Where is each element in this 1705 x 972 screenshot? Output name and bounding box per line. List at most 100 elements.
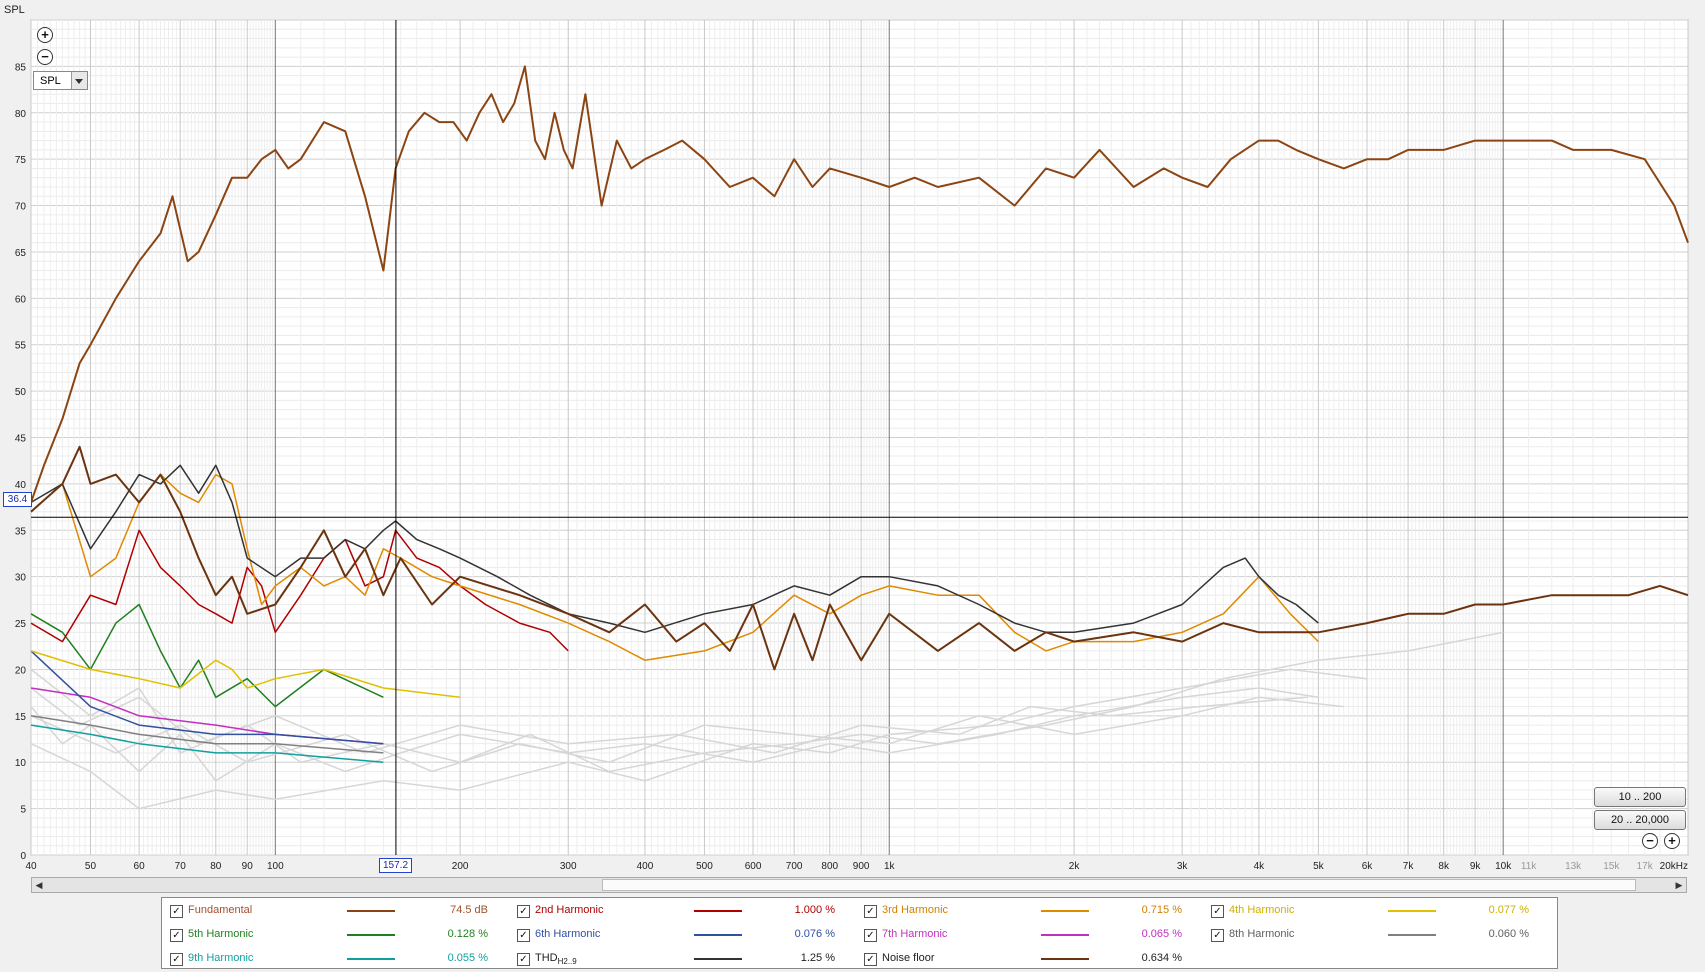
legend-value: 0.715 %	[1141, 904, 1182, 916]
y-tick-label: 55	[15, 341, 27, 352]
y-tick-label: 15	[15, 712, 27, 723]
legend-checkbox[interactable]: ✓	[1211, 929, 1224, 942]
legend-item: ✓ Noise floor 0.634 %	[864, 950, 1194, 970]
legend-name: THDH2..9	[535, 952, 577, 967]
legend-checkbox[interactable]: ✓	[517, 929, 530, 942]
y-tick-label: 70	[15, 202, 27, 213]
x-tick-label: 500	[696, 861, 713, 872]
x-tick-label: 10k	[1495, 861, 1512, 872]
y-tick-label: 80	[15, 109, 27, 120]
legend-item: ✓ 4th Harmonic 0.077 %	[1211, 902, 1541, 922]
legend-value: 74.5 dB	[450, 904, 488, 916]
legend-value: 0.634 %	[1141, 952, 1182, 964]
legend-checkbox[interactable]: ✓	[170, 905, 183, 918]
x-tick-label: 600	[745, 861, 762, 872]
x-tick-label: 400	[637, 861, 654, 872]
x-tick-label: 13k	[1565, 861, 1582, 872]
x-tick-label: 6k	[1362, 861, 1374, 872]
legend-checkbox[interactable]: ✓	[170, 929, 183, 942]
legend-value: 0.128 %	[447, 928, 488, 940]
series-line-9th-harmonic	[30, 724, 384, 763]
background-trace	[30, 687, 1319, 782]
measurement-select[interactable]: SPL	[33, 71, 88, 90]
scroll-left-icon[interactable]: ◀	[35, 880, 43, 890]
legend-name-subscript: H2..9	[557, 957, 577, 967]
x-tick-label: 50	[85, 861, 97, 872]
legend-item: ✓ Fundamental 74.5 dB	[170, 902, 500, 922]
y-tick-label: 0	[20, 851, 26, 862]
legend-name: Fundamental	[188, 904, 253, 916]
y-tick-label: 85	[15, 62, 27, 73]
legend-item: ✓ 3rd Harmonic 0.715 %	[864, 902, 1194, 922]
y-tick-label: 10	[15, 758, 27, 769]
legend-item: ✓ 5th Harmonic 0.128 %	[170, 926, 500, 946]
range-button-10-200[interactable]: 10 .. 200	[1594, 787, 1686, 807]
y-tick-label: 60	[15, 294, 27, 305]
x-tick-label: 7k	[1403, 861, 1415, 872]
zoom-in-icon[interactable]: +	[1664, 833, 1680, 849]
y-tick-label: 35	[15, 526, 27, 537]
x-tick-label: 11k	[1521, 861, 1537, 872]
legend-checkbox[interactable]: ✓	[170, 953, 183, 966]
legend-swatch	[694, 910, 742, 912]
legend-checkbox[interactable]: ✓	[517, 905, 530, 918]
legend-swatch	[694, 934, 742, 936]
range-button-20-20000[interactable]: 20 .. 20,000	[1594, 810, 1686, 830]
legend-item: ✓ 8th Harmonic 0.060 %	[1211, 926, 1541, 946]
legend-swatch	[1041, 910, 1089, 912]
x-tick-label: 20kHz	[1660, 861, 1688, 872]
x-tick-label: 8k	[1438, 861, 1450, 872]
y-tick-label: 5	[20, 805, 26, 816]
series-line-noise-floor	[30, 445, 1689, 671]
scroll-right-icon[interactable]: ▶	[1675, 880, 1683, 890]
legend-checkbox[interactable]: ✓	[864, 929, 877, 942]
x-tick-label: 100	[267, 861, 284, 872]
legend-value: 0.060 %	[1488, 928, 1529, 940]
zoom-out-icon[interactable]: −	[1642, 833, 1658, 849]
x-tick-label: 1k	[884, 861, 896, 872]
legend-swatch	[1041, 934, 1089, 936]
background-trace	[30, 668, 1368, 810]
legend-name: 4th Harmonic	[1229, 904, 1295, 916]
legend-checkbox[interactable]: ✓	[864, 905, 877, 918]
legend-name: 9th Harmonic	[188, 952, 254, 964]
x-tick-label: 300	[560, 861, 577, 872]
x-tick-label: 70	[175, 861, 187, 872]
legend-checkbox[interactable]: ✓	[864, 953, 877, 966]
chevron-down-icon[interactable]	[71, 72, 87, 89]
legend-swatch	[1041, 958, 1089, 960]
x-tick-label: 3k	[1177, 861, 1189, 872]
scrollbar-thumb[interactable]	[602, 879, 1636, 891]
series-line-8th-harmonic	[30, 715, 384, 754]
legend-item: ✓ THDH2..9 1.25 %	[517, 950, 847, 970]
series-line-2nd-harmonic	[30, 529, 569, 652]
zoom-in-icon[interactable]: +	[37, 27, 53, 43]
legend-value: 0.055 %	[447, 952, 488, 964]
legend-value: 0.076 %	[794, 928, 835, 940]
legend-item: ✓ 6th Harmonic 0.076 %	[517, 926, 847, 946]
x-tick-label: 15k	[1603, 861, 1620, 872]
legend-checkbox[interactable]: ✓	[1211, 905, 1224, 918]
legend-swatch	[347, 958, 395, 960]
x-tick-label: 200	[452, 861, 469, 872]
series-line-thd	[30, 464, 1319, 634]
series-line-fundamental	[30, 65, 1689, 503]
x-tick-label: 60	[134, 861, 146, 872]
horizontal-scrollbar[interactable]: ◀ ▶	[31, 877, 1687, 893]
zoom-out-icon[interactable]: −	[37, 49, 53, 65]
y-tick-label: 20	[15, 665, 27, 676]
legend-swatch	[694, 958, 742, 960]
x-tick-label: 800	[821, 861, 838, 872]
y-axis-title: SPL	[4, 4, 25, 16]
y-tick-label: 45	[15, 434, 27, 445]
y-tick-label: 30	[15, 573, 27, 584]
legend-name: 2nd Harmonic	[535, 904, 604, 916]
cursor-x-readout: 157.2	[379, 858, 412, 873]
x-tick-label: 80	[210, 861, 222, 872]
spl-chart[interactable]: 0 5 10 15 20 25 30 35 40 45 50 55 60 65 70 75 80 85 40 50 60…	[0, 0, 1705, 880]
legend-checkbox[interactable]: ✓	[517, 953, 530, 966]
x-tick-label: 5k	[1313, 861, 1325, 872]
legend-name: 8th Harmonic	[1229, 928, 1295, 940]
y-tick-label: 25	[15, 619, 27, 630]
y-tick-label: 75	[15, 155, 27, 166]
